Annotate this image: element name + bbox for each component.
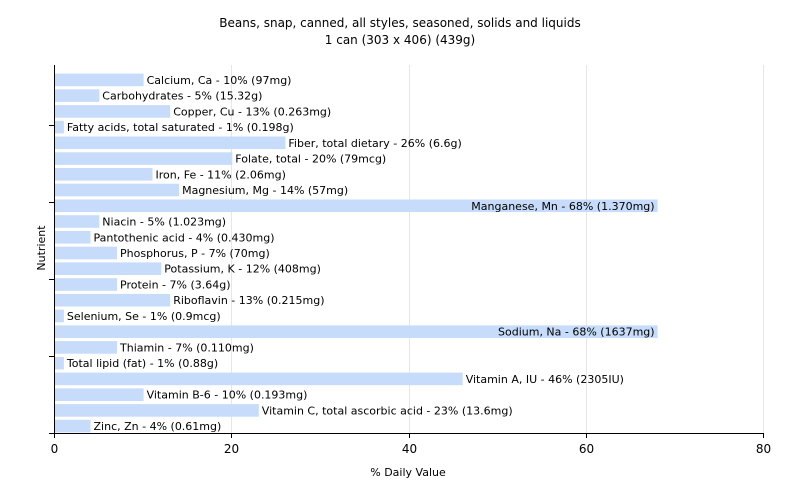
bar bbox=[55, 73, 144, 87]
bar bbox=[55, 262, 162, 275]
bar-label: Iron, Fe - 11% (2.06mg) bbox=[156, 168, 286, 181]
bar-label: Total lipid (fat) - 1% (0.88g) bbox=[66, 357, 218, 370]
bar-label: Copper, Cu - 13% (0.263mg) bbox=[173, 105, 331, 118]
x-tick-label: 80 bbox=[756, 442, 771, 456]
bar bbox=[55, 341, 117, 354]
bar-label: Riboflavin - 13% (0.215mg) bbox=[173, 294, 324, 307]
bar bbox=[55, 105, 171, 118]
chart-title: Beans, snap, canned, all styles, seasone… bbox=[219, 16, 580, 30]
bar-label: Zinc, Zn - 4% (0.61mg) bbox=[94, 420, 222, 433]
bar-label: Protein - 7% (3.64g) bbox=[120, 279, 231, 292]
bar-label: Potassium, K - 12% (408mg) bbox=[164, 263, 321, 276]
bar bbox=[55, 89, 100, 102]
axes: 0 20 40 60 80 bbox=[49, 65, 771, 456]
bar-label: Magnesium, Mg - 14% (57mg) bbox=[182, 184, 348, 197]
bar-label: Calcium, Ca - 10% (97mg) bbox=[147, 74, 292, 87]
bar bbox=[55, 388, 144, 401]
bar bbox=[55, 231, 91, 244]
bar-label: Pantothenic acid - 4% (0.430mg) bbox=[94, 231, 275, 244]
x-tick-label: 40 bbox=[402, 442, 417, 456]
bars: Calcium, Ca - 10% (97mg) Carbohydrates - … bbox=[55, 73, 658, 433]
bar bbox=[55, 215, 100, 228]
bar-label: Thiamin - 7% (0.110mg) bbox=[119, 341, 254, 354]
bar bbox=[55, 168, 153, 181]
bar bbox=[55, 246, 117, 260]
bar-label: Carbohydrates - 5% (15.32g) bbox=[102, 90, 262, 103]
bar bbox=[55, 136, 286, 150]
bar bbox=[55, 293, 171, 307]
bar-label: Fatty acids, total saturated - 1% (0.198… bbox=[67, 121, 294, 134]
bar-label: Sodium, Na - 68% (1637mg) bbox=[498, 326, 655, 339]
x-axis-title: % Daily Value bbox=[370, 466, 446, 479]
bar bbox=[55, 278, 117, 291]
bar bbox=[55, 183, 180, 197]
x-tick-label: 0 bbox=[51, 442, 59, 456]
bar bbox=[55, 404, 259, 417]
bar bbox=[55, 325, 658, 338]
bar bbox=[55, 152, 233, 165]
bar-label: Phosphorus, P - 7% (70mg) bbox=[120, 247, 270, 260]
bar-label: Selenium, Se - 1% (0.9mcg) bbox=[67, 310, 221, 323]
bar-label: Niacin - 5% (1.023mg) bbox=[102, 216, 226, 229]
bar-label: Vitamin C, total ascorbic acid - 23% (13… bbox=[262, 404, 513, 417]
bar-label: Folate, total - 20% (79mcg) bbox=[235, 153, 386, 166]
x-tick-label: 20 bbox=[224, 442, 239, 456]
x-tick-label: 60 bbox=[579, 442, 594, 456]
y-axis-title: Nutrient bbox=[35, 225, 48, 271]
bar bbox=[55, 199, 658, 213]
chart-subtitle: 1 can (303 x 406) (439g) bbox=[325, 33, 475, 47]
bar-label: Vitamin A, IU - 46% (2305IU) bbox=[466, 373, 624, 386]
bar bbox=[55, 419, 91, 433]
bar-label: Fiber, total dietary - 26% (6.6g) bbox=[288, 137, 461, 150]
bar bbox=[55, 120, 64, 134]
bar bbox=[55, 356, 64, 370]
bar bbox=[55, 372, 463, 386]
bar bbox=[55, 309, 64, 323]
gridlines bbox=[231, 65, 764, 433]
bar-label: Vitamin B-6 - 10% (0.193mg) bbox=[147, 389, 308, 402]
bar-label: Manganese, Mn - 68% (1.370mg) bbox=[471, 200, 654, 213]
